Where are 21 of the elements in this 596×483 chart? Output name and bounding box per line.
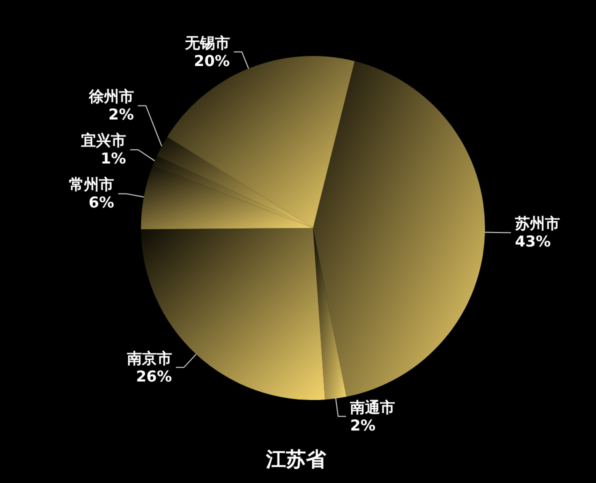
data-label: 43% [514,232,551,251]
pie-slice [313,228,346,400]
slice-label: 常州市 [69,176,114,194]
slice-label: 南京市 [126,349,172,368]
pie-slice [313,61,485,397]
slice-label: 徐州市 [88,88,134,106]
data-label: 26% [136,367,172,386]
slice-label: 苏州市 [514,214,560,233]
slice-label: 宜兴市 [81,132,126,150]
pie-slice [156,136,313,228]
pie-slice [167,56,355,228]
slice-label: 无锡市 [184,34,230,52]
text: 江苏省 [265,447,327,471]
data-label: 2% [350,416,376,434]
slice-label: 南通市 [349,398,396,416]
pie-slice [152,156,313,228]
data-label: 20% [194,52,230,70]
data-label: 1% [100,150,126,168]
data-label: 6% [88,194,114,212]
data-label: 2% [108,106,134,124]
pie-slice [141,166,313,230]
